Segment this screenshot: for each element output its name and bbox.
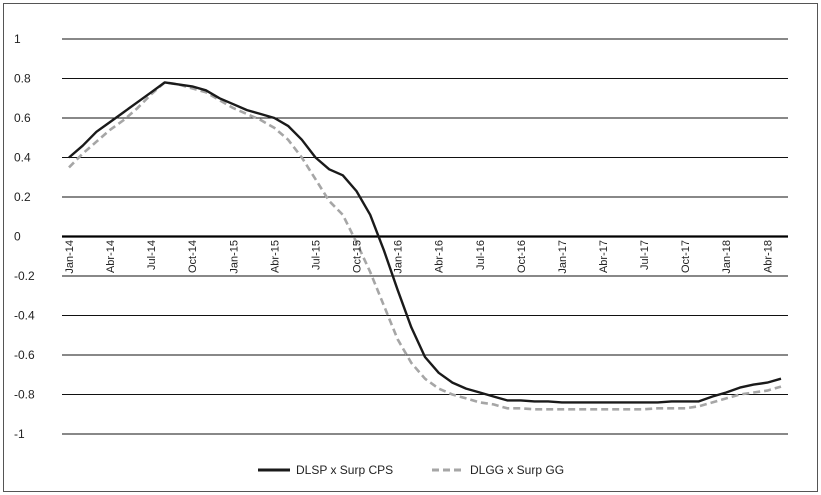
x-tick-label: Oct-14 (187, 240, 199, 273)
y-tick-label: -0.6 (14, 348, 35, 362)
y-tick-label: -0.8 (14, 388, 35, 402)
gridlines (62, 38, 788, 435)
legend-label: DLSP x Surp CPS (296, 463, 393, 477)
x-tick-label: Jul-16 (475, 240, 487, 270)
y-tick-label: 0.4 (14, 151, 31, 165)
y-tick-label: 1 (14, 32, 21, 46)
x-tick-label: Jan-16 (393, 240, 405, 274)
x-tick-label: Jul-14 (146, 240, 158, 270)
y-tick-label: -0.4 (14, 309, 35, 323)
x-tick-label: Abr-15 (269, 240, 281, 273)
x-tick-label: Jul-17 (639, 240, 651, 270)
y-tick-label: 0 (14, 230, 21, 244)
x-tick-label: Abr-16 (434, 240, 446, 273)
y-axis-labels: 1 0.8 0.6 0.4 0.2 0 -0.2 -0.4 -0.6 -0.8 -1 (14, 32, 35, 441)
x-tick-label: Abr-18 (762, 240, 774, 273)
x-tick-label: Oct-16 (516, 240, 528, 273)
legend: DLSP x Surp CPS DLGG x Surp GG (258, 463, 564, 477)
y-tick-label: 0.8 (14, 72, 31, 86)
series-line-dlsp (68, 81, 782, 404)
x-tick-label: Jan-14 (64, 240, 76, 274)
x-tick-label: Jan-18 (721, 240, 733, 274)
x-tick-label: Jan-17 (557, 240, 569, 274)
series-layer (68, 81, 782, 411)
y-tick-label: 0.6 (14, 111, 31, 125)
x-tick-label: Abr-17 (598, 240, 610, 273)
x-tick-label: Oct-15 (352, 240, 364, 273)
y-tick-label: 0.2 (14, 190, 31, 204)
legend-label: DLGG x Surp GG (470, 463, 564, 477)
x-tick-label: Oct-17 (680, 240, 692, 273)
x-tick-label: Jan-15 (228, 240, 240, 274)
y-tick-label: -0.2 (14, 269, 35, 283)
series-line-dlgg (68, 81, 782, 411)
x-tick-label: Jul-15 (310, 240, 322, 270)
x-tick-label: Abr-14 (105, 240, 117, 273)
y-tick-label: -1 (14, 427, 25, 441)
x-axis-labels: Jan-14 Abr-14 Jul-14 Oct-14 Jan-15 Abr-15 Jul-… (64, 240, 774, 274)
chart-frame (3, 3, 818, 492)
